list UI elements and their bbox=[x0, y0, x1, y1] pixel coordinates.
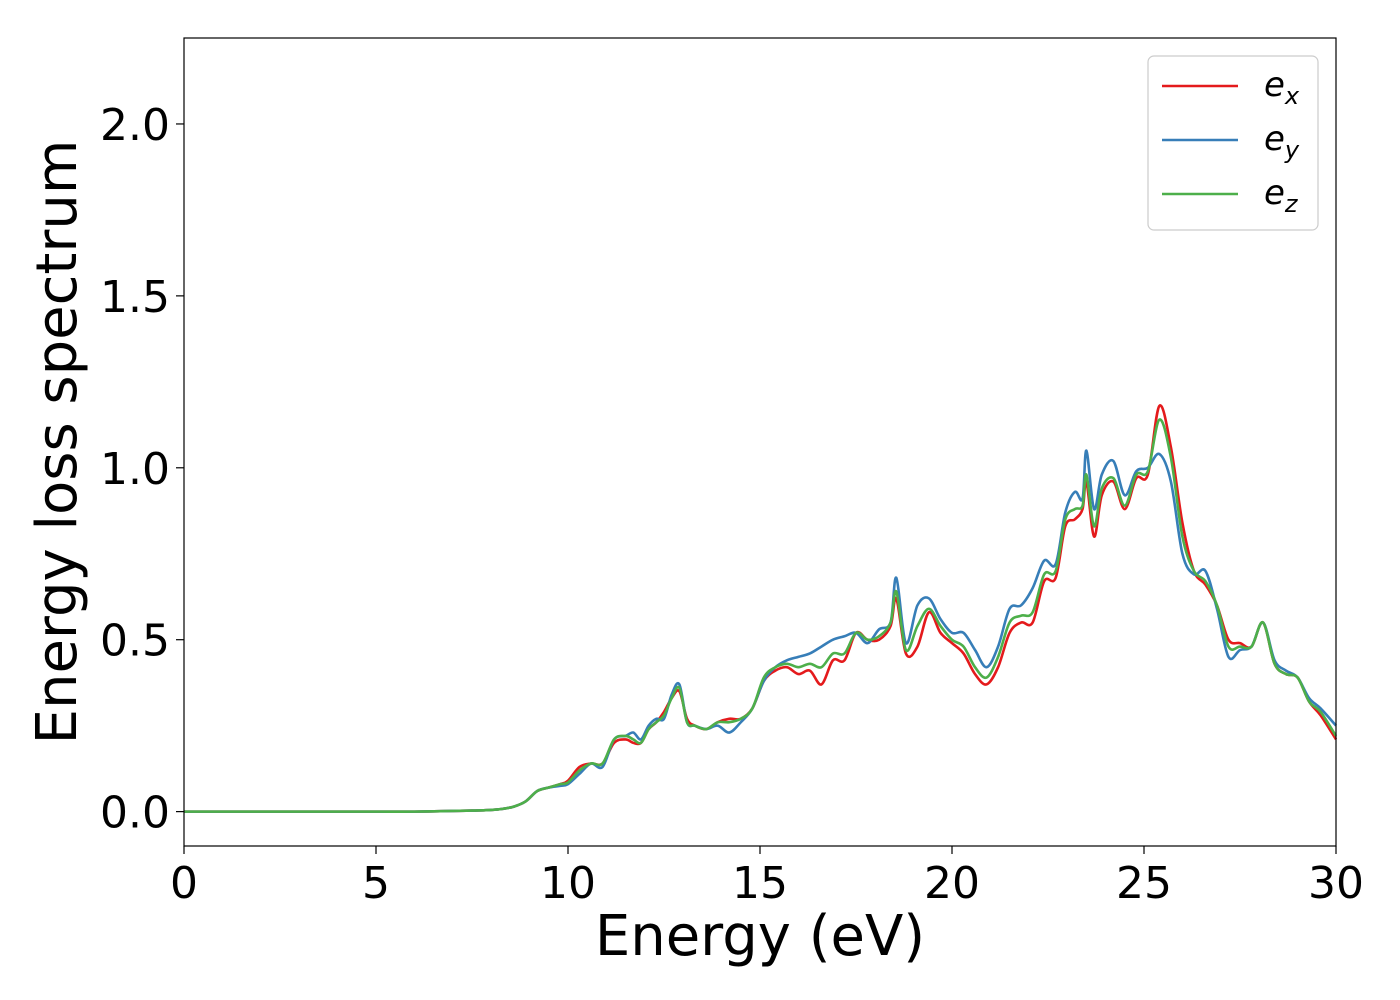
x-tick-label: 15 bbox=[732, 858, 788, 909]
x-tick-label: 10 bbox=[540, 858, 596, 909]
x-tick-label: 0 bbox=[170, 858, 198, 909]
legend-label-ez: ez bbox=[1264, 173, 1299, 218]
legend-label-ex: ex bbox=[1264, 65, 1300, 110]
x-tick-label: 25 bbox=[1116, 858, 1172, 909]
series-line-ez bbox=[184, 418, 1338, 813]
series-line-ex bbox=[184, 404, 1338, 813]
y-tick-label: 1.5 bbox=[100, 272, 170, 323]
series-line-ey bbox=[184, 449, 1337, 813]
legend-label-ey: ey bbox=[1264, 119, 1300, 164]
y-tick-label: 2.0 bbox=[100, 100, 170, 151]
x-axis-ticks: 0 5 10 15 20 25 30 bbox=[170, 846, 1364, 909]
x-tick-label: 20 bbox=[924, 858, 980, 909]
y-tick-label: 1.0 bbox=[100, 444, 170, 495]
x-tick-label: 30 bbox=[1308, 858, 1364, 909]
y-axis-ticks: 0.0 0.5 1.0 1.5 2.0 bbox=[100, 100, 184, 839]
legend-box bbox=[1147, 55, 1319, 231]
y-tick-label: 0.5 bbox=[100, 616, 170, 667]
y-axis-label: Energy loss spectrum bbox=[25, 140, 90, 745]
series-layer bbox=[184, 404, 1338, 813]
x-axis-label: Energy (eV) bbox=[595, 904, 925, 969]
legend: ex ey ez bbox=[1147, 55, 1319, 231]
x-tick-label: 5 bbox=[362, 858, 390, 909]
y-tick-label: 0.0 bbox=[100, 788, 170, 839]
